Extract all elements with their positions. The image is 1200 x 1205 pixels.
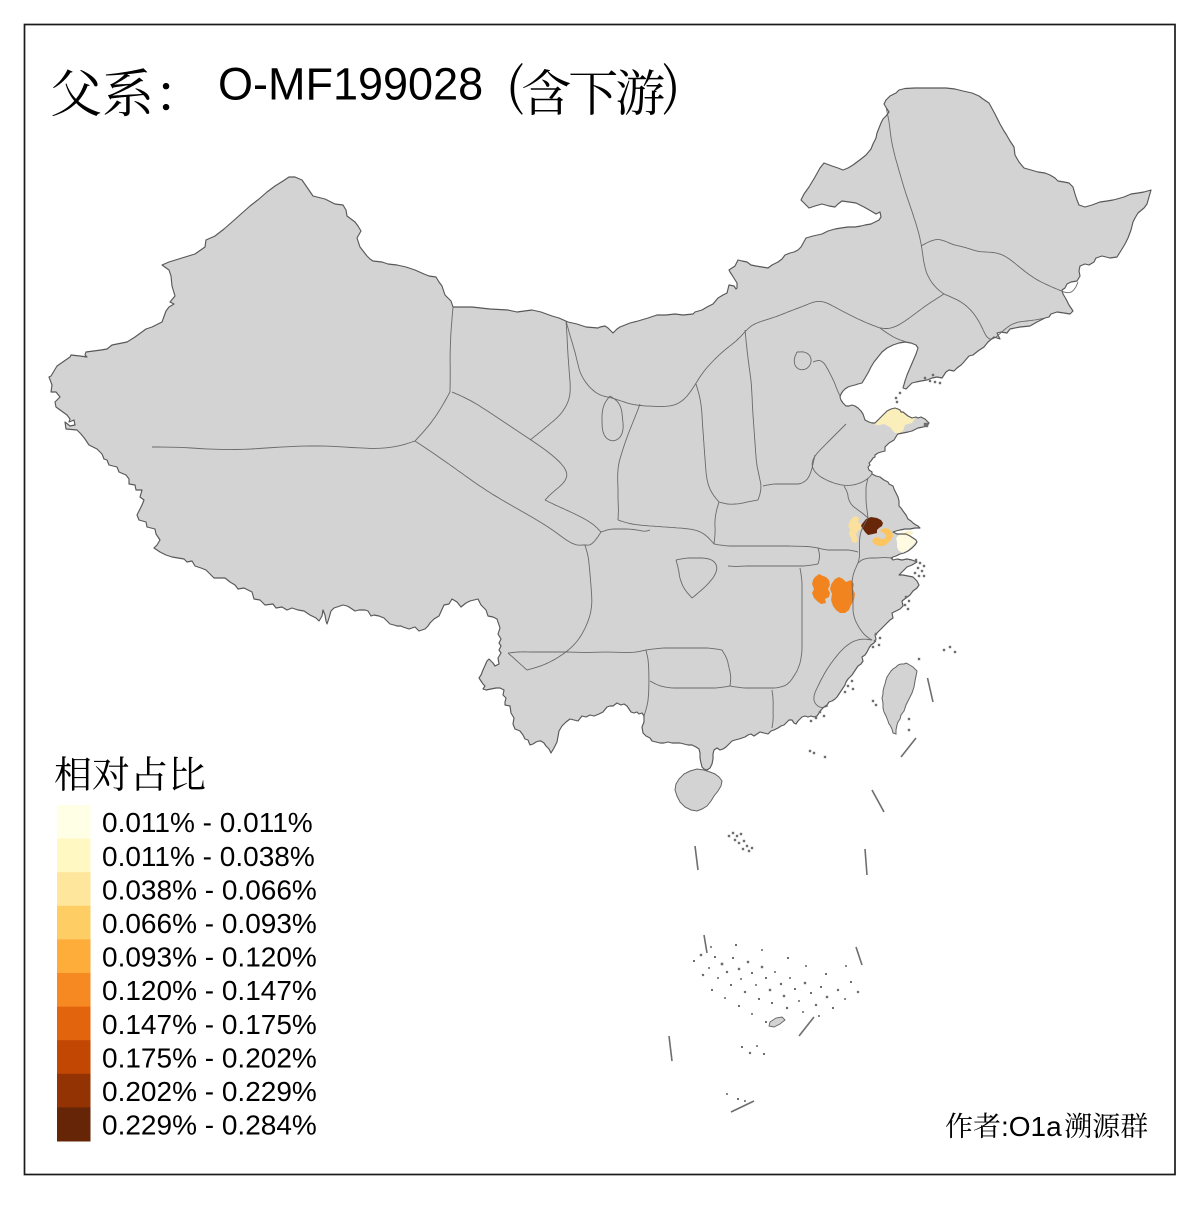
svg-text:0.175% - 0.202%: 0.175% - 0.202% bbox=[102, 1042, 317, 1073]
svg-text:0.229% - 0.284%: 0.229% - 0.284% bbox=[102, 1110, 317, 1141]
svg-text:0.011% - 0.038%: 0.011% - 0.038% bbox=[102, 841, 315, 872]
svg-text:0.038% - 0.066%: 0.038% - 0.066% bbox=[102, 874, 317, 905]
svg-text:0.120% - 0.147%: 0.120% - 0.147% bbox=[102, 975, 317, 1006]
svg-text:0.093% - 0.120%: 0.093% - 0.120% bbox=[102, 942, 317, 973]
svg-text:0.066% - 0.093%: 0.066% - 0.093% bbox=[102, 908, 317, 939]
svg-text:0.202% - 0.229%: 0.202% - 0.229% bbox=[102, 1076, 317, 1107]
svg-text:0.147% - 0.175%: 0.147% - 0.175% bbox=[102, 1009, 317, 1040]
svg-text:O-MF199028: O-MF199028 bbox=[218, 59, 483, 110]
svg-text:0.011% - 0.011%: 0.011% - 0.011% bbox=[102, 807, 313, 838]
svg-text::O1a: :O1a bbox=[1001, 1111, 1062, 1142]
